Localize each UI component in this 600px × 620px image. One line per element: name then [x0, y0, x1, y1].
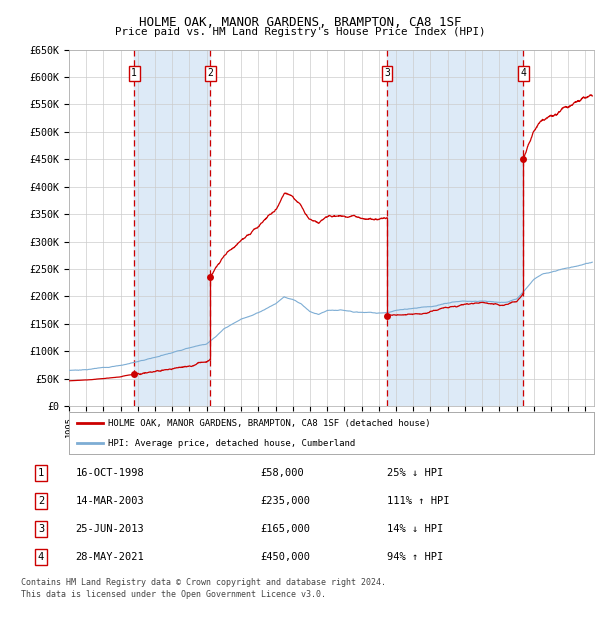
- Text: £165,000: £165,000: [260, 524, 310, 534]
- Text: 2: 2: [38, 496, 44, 507]
- Text: £450,000: £450,000: [260, 552, 310, 562]
- Text: Price paid vs. HM Land Registry's House Price Index (HPI): Price paid vs. HM Land Registry's House …: [115, 27, 485, 37]
- Text: 3: 3: [384, 68, 390, 78]
- Text: 1: 1: [131, 68, 137, 78]
- Text: 16-OCT-1998: 16-OCT-1998: [76, 468, 145, 478]
- Bar: [387, 50, 523, 406]
- Text: HPI: Average price, detached house, Cumberland: HPI: Average price, detached house, Cumb…: [109, 439, 356, 448]
- Text: £58,000: £58,000: [260, 468, 304, 478]
- Text: 4: 4: [520, 68, 526, 78]
- Text: 94% ↑ HPI: 94% ↑ HPI: [386, 552, 443, 562]
- Text: Contains HM Land Registry data © Crown copyright and database right 2024.: Contains HM Land Registry data © Crown c…: [21, 578, 386, 587]
- Text: 3: 3: [38, 524, 44, 534]
- Text: 28-MAY-2021: 28-MAY-2021: [76, 552, 145, 562]
- Text: £235,000: £235,000: [260, 496, 310, 507]
- Text: 25% ↓ HPI: 25% ↓ HPI: [386, 468, 443, 478]
- Text: 111% ↑ HPI: 111% ↑ HPI: [386, 496, 449, 507]
- Text: HOLME OAK, MANOR GARDENS, BRAMPTON, CA8 1SF (detached house): HOLME OAK, MANOR GARDENS, BRAMPTON, CA8 …: [109, 418, 431, 428]
- Text: 4: 4: [38, 552, 44, 562]
- Text: HOLME OAK, MANOR GARDENS, BRAMPTON, CA8 1SF: HOLME OAK, MANOR GARDENS, BRAMPTON, CA8 …: [139, 16, 461, 29]
- Text: 14% ↓ HPI: 14% ↓ HPI: [386, 524, 443, 534]
- Text: 25-JUN-2013: 25-JUN-2013: [76, 524, 145, 534]
- Text: This data is licensed under the Open Government Licence v3.0.: This data is licensed under the Open Gov…: [21, 590, 326, 600]
- Text: 14-MAR-2003: 14-MAR-2003: [76, 496, 145, 507]
- Text: 2: 2: [207, 68, 213, 78]
- Text: 1: 1: [38, 468, 44, 478]
- Bar: [134, 50, 210, 406]
